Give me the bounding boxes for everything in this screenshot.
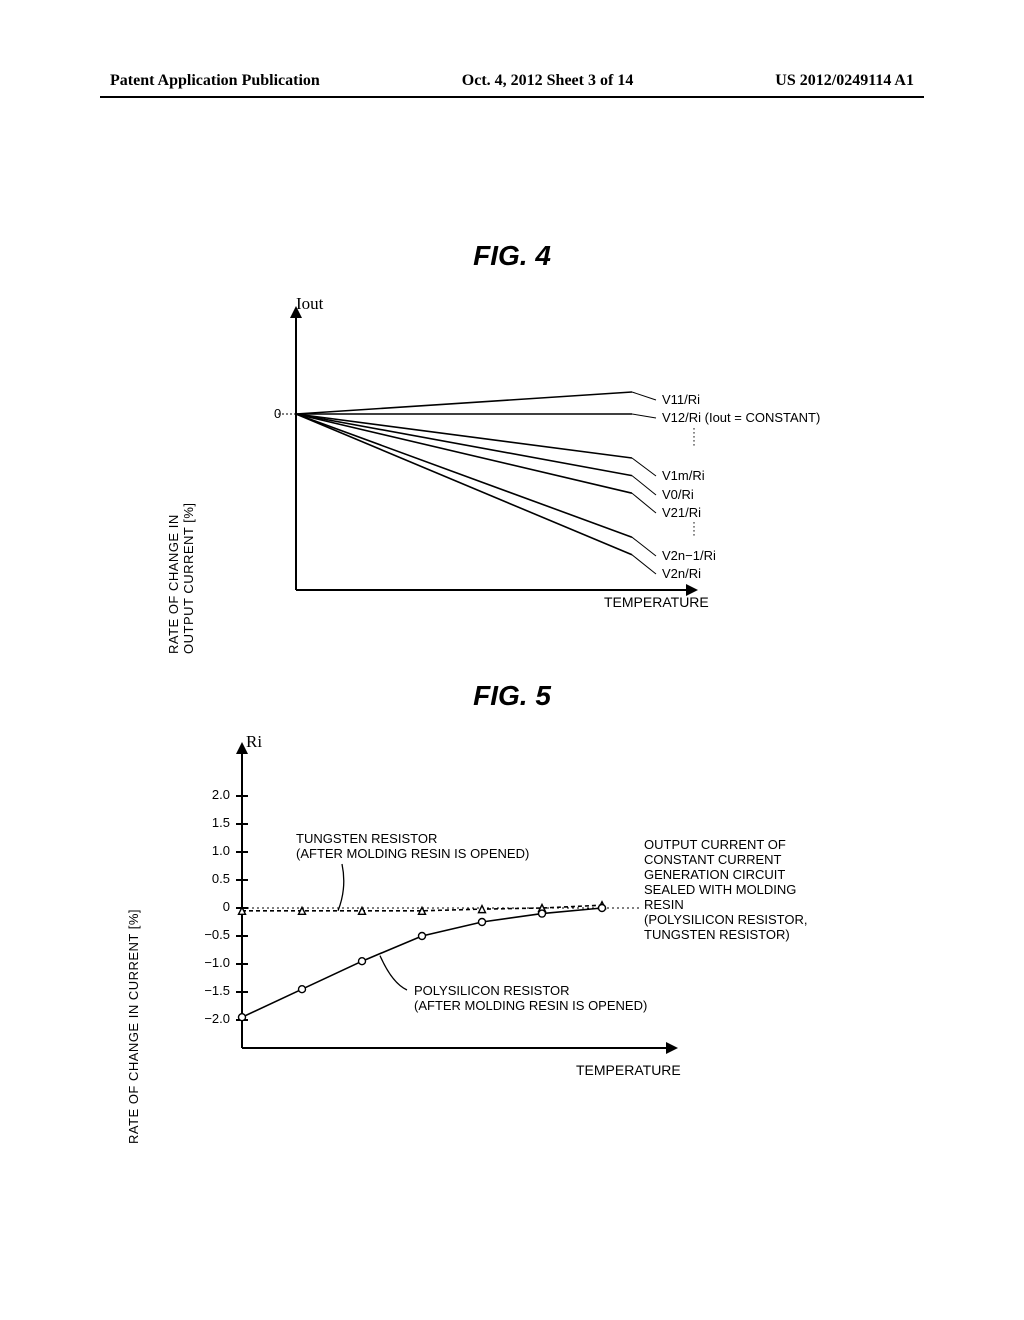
fig4-y-label: RATE OF CHANGE INOUTPUT CURRENT [%] — [166, 502, 196, 654]
fig5-ytick-label: −1.5 — [204, 983, 230, 998]
fig4-line-label: V0/Ri — [662, 487, 694, 502]
header-left: Patent Application Publication — [110, 72, 320, 90]
fig5-ri-label: Ri — [246, 732, 262, 752]
page-header: Patent Application Publication Oct. 4, 2… — [0, 72, 1024, 90]
fig4-plot-area: V11/RiV12/Ri (Iout = CONSTANT)V1m/RiV0/R… — [232, 288, 792, 608]
fig4-vdots-2: ···· — [692, 520, 696, 536]
figure-4: FIG. 4 RATE OF CHANGE INOUTPUT CURRENT [… — [0, 240, 1024, 608]
fig5-ytick-label: −2.0 — [204, 1011, 230, 1026]
figure-5: FIG. 5 RATE OF CHANGE IN CURRENT [%] Ri … — [0, 680, 1024, 1088]
fig5-ytick-label: 1.0 — [212, 843, 230, 858]
fig5-ytick-label: 0 — [223, 899, 230, 914]
fig5-x-label: TEMPERATURE — [576, 1062, 681, 1078]
fig5-title: FIG. 5 — [0, 680, 1024, 712]
fig5-plot-area: Ri 2.0 1.5 1.0 0.5 0 −0.5 −1.0 −1.5 −2.0 TUNGSTE… — [172, 728, 852, 1088]
fig4-iout-label: Iout — [296, 294, 323, 314]
fig4-zero-tick: 0 — [274, 406, 281, 421]
fig4-vdots-1: ····· — [692, 426, 696, 446]
header-center: Oct. 4, 2012 Sheet 3 of 14 — [462, 72, 634, 90]
fig5-ytick-label: −1.0 — [204, 955, 230, 970]
fig5-ytick-label: −0.5 — [204, 927, 230, 942]
fig4-line-label: V2n−1/Ri — [662, 548, 716, 563]
fig5-right-block: OUTPUT CURRENT OFCONSTANT CURRENTGENERAT… — [644, 838, 808, 943]
header-rule — [100, 96, 924, 98]
fig5-ytick-label: 0.5 — [212, 871, 230, 886]
fig4-x-label: TEMPERATURE — [604, 594, 709, 610]
fig5-ytick-label: 1.5 — [212, 815, 230, 830]
fig4-title: FIG. 4 — [0, 240, 1024, 272]
fig4-line-label: V12/Ri (Iout = CONSTANT) — [662, 410, 820, 425]
fig5-y-label: RATE OF CHANGE IN CURRENT [%] — [126, 909, 141, 1144]
fig4-line-label: V2n/Ri — [662, 566, 701, 581]
fig4-line-label: V11/Ri — [662, 392, 700, 407]
fig4-line-label: V1m/Ri — [662, 468, 705, 483]
fig5-polysilicon-annot: POLYSILICON RESISTOR(AFTER MOLDING RESIN… — [414, 984, 647, 1014]
fig5-tungsten-annot: TUNGSTEN RESISTOR(AFTER MOLDING RESIN IS… — [296, 832, 529, 862]
fig5-ytick-label: 2.0 — [212, 787, 230, 802]
header-right: US 2012/0249114 A1 — [775, 72, 914, 90]
